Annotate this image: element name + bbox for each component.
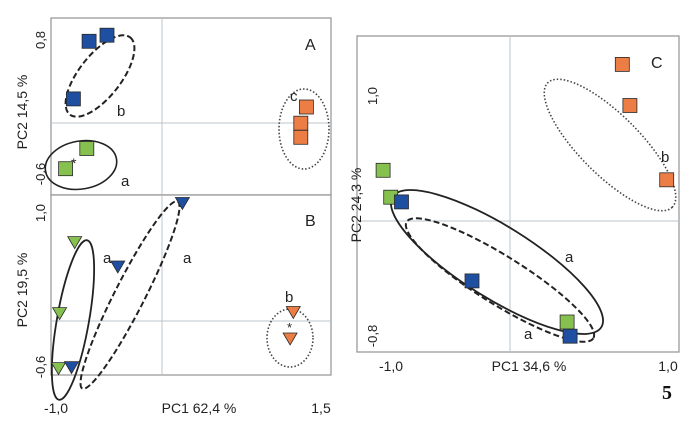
- panel-a-green-square-point-2: [58, 161, 73, 177]
- panel-b-letter: B: [305, 213, 316, 230]
- panel-a: A PC2 14,5 % 0,8 -0,6 b a c *: [14, 17, 332, 196]
- panel-b-xlabel: PC1 62,4 %: [162, 400, 237, 416]
- panel-b-group-b-label: b: [285, 289, 293, 306]
- panel-c-group-a-dashed-ellipse: [404, 217, 596, 343]
- panel-a-orange-square-point-3: [293, 129, 309, 145]
- panel-c-letter: C: [651, 55, 663, 72]
- panel-c-ylabel: PC2 24,3 %: [348, 168, 364, 243]
- panel-a-group-b-ellipse: [64, 34, 136, 118]
- panel-c-frame: [356, 35, 680, 353]
- panel-b-frame: [50, 194, 332, 376]
- panel-b-orange-triangle-down-point-1: [285, 306, 301, 320]
- figure-number: 5: [662, 382, 672, 404]
- panel-b-orange-triangle-down-point-2: [282, 332, 298, 346]
- panel-a-ytick-top: 0,8: [33, 31, 48, 49]
- panel-b-group-a-solid-label: a: [103, 250, 112, 267]
- panel-c-group-a-dashed-label: a: [524, 326, 533, 343]
- panel-a-blue-square-point-3: [66, 91, 81, 107]
- panel-c-green-square-point-1: [375, 162, 391, 178]
- panel-b-xtick-left: -1,0: [44, 400, 68, 416]
- panel-c-orange-square-point-3: [659, 172, 675, 188]
- panel-a-group-c-label: c: [290, 88, 298, 105]
- panel-a-orange-square-point-1: [298, 99, 314, 115]
- panel-b-green-triangle-down-point-2: [51, 307, 68, 321]
- panel-a-ylabel: PC2 14,5 %: [14, 75, 30, 150]
- panel-c-xtick-left: -1,0: [379, 358, 403, 374]
- panel-b-points: [50, 197, 301, 376]
- panel-b-group-a-dashed-label: a: [183, 250, 192, 267]
- panel-a-ytick-bottom: -0,6: [33, 163, 48, 185]
- panel-c-ytick-top: 1,0: [365, 87, 380, 105]
- panel-b-blue-triangle-down-point-2: [110, 260, 126, 274]
- panel-a-letter: A: [305, 37, 316, 54]
- panel-c-group-a-solid-label: a: [565, 249, 574, 266]
- panel-b-green-triangle-down-point-3: [50, 362, 67, 376]
- panel-a-group-b-label: b: [117, 103, 125, 120]
- panel-b-green-triangle-down-point-1: [67, 236, 83, 250]
- panel-b-blue-triangle-down-point-1: [174, 197, 191, 211]
- panel-b-ytick-bottom: -0,6: [33, 356, 48, 378]
- panel-c-blue-square-point-3: [562, 328, 578, 344]
- panel-a-points: [58, 27, 314, 177]
- panel-b-asterisk: *: [287, 320, 292, 335]
- panel-c-blue-square-point-2: [464, 273, 480, 289]
- panel-c-group-b-ellipse: [543, 78, 677, 212]
- panel-a-blue-square-point-2: [99, 27, 115, 43]
- panel-c-xlabel: PC1 34,6 %: [492, 358, 567, 374]
- panel-a-group-c-ellipse: [278, 88, 330, 170]
- panel-c-xtick-right: 1,0: [658, 358, 678, 374]
- panel-c-blue-square-point-1: [394, 194, 409, 210]
- panel-b-xtick-right: 1,5: [311, 400, 331, 416]
- panel-c-group-b-label: b: [661, 149, 669, 166]
- panel-c-orange-square-point-1: [614, 57, 630, 72]
- panel-b: B PC2 19,5 % 1,0 -0,6 -1,0 1,5 PC1 62,4 …: [14, 194, 332, 416]
- panel-c-points: [375, 57, 675, 344]
- panel-a-group-a-label: a: [121, 173, 130, 190]
- panel-b-blue-triangle-down-point-3: [63, 361, 80, 375]
- panel-a-green-square-point-1: [79, 141, 95, 156]
- panel-b-ylabel: PC2 19,5 %: [14, 253, 30, 328]
- panel-a-blue-square-point-1: [81, 33, 97, 49]
- panel-c: C PC2 24,3 % 1,0 -0,8 -1,0 1,0 PC1 34,6 …: [348, 35, 680, 374]
- panel-b-group-a-solid-ellipse: [50, 239, 96, 401]
- panel-c-green-square-point-3: [559, 314, 575, 330]
- panel-b-ytick-top: 1,0: [33, 204, 48, 222]
- panel-a-group-a-ellipse: [44, 139, 118, 191]
- panel-c-orange-square-point-2: [622, 98, 638, 113]
- panel-a-orange-square-point-2: [293, 115, 309, 131]
- panel-c-ytick-bottom: -0,8: [365, 325, 380, 347]
- panel-a-asterisk: *: [71, 155, 77, 171]
